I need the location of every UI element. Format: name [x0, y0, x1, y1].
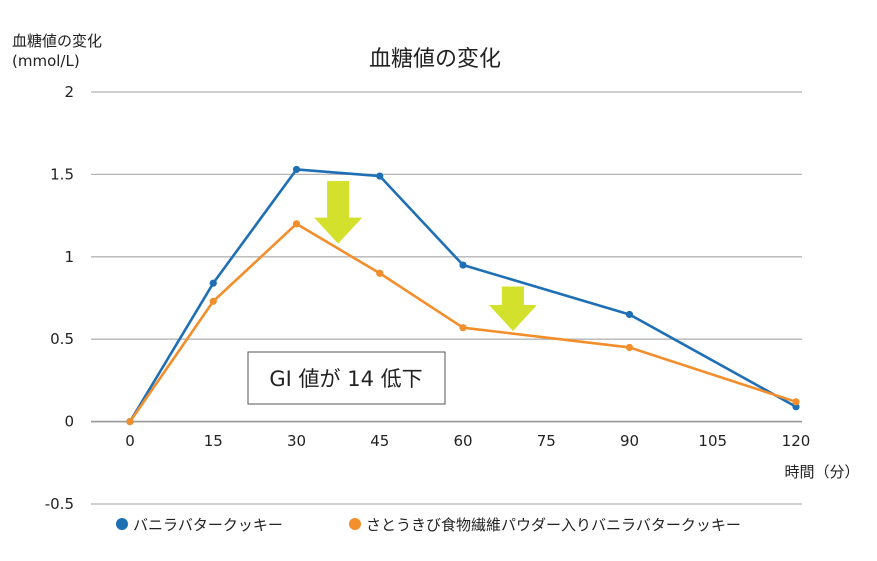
x-tick-labels: 0 15 30 45 60 75 90 105 120: [125, 432, 810, 450]
legend-label: バニラバタークッキー: [133, 516, 283, 534]
x-tick-label: 105: [698, 432, 727, 450]
legend-label: さとうきび食物繊維パウダー入りバニラバタークッキー: [366, 516, 741, 534]
x-tick-label: 75: [537, 432, 556, 450]
x-tick-label: 15: [204, 432, 223, 450]
y-tick-label: 1: [64, 248, 74, 266]
data-series: [126, 165, 800, 426]
legend-marker: [349, 518, 361, 530]
data-point: [792, 403, 800, 411]
decrease-arrow: [314, 180, 363, 244]
data-point: [625, 310, 634, 319]
legend-marker: [116, 518, 128, 530]
x-tick-label: 60: [453, 432, 472, 450]
legend: バニラバタークッキー さとうきび食物繊維パウダー入りバニラバタークッキー: [116, 516, 741, 534]
x-tick-label: 0: [125, 432, 135, 450]
annotation-box: GI 値が 14 低下: [247, 351, 446, 405]
y-tick-label: 2: [64, 83, 74, 101]
data-point: [459, 261, 467, 269]
chart-title: 血糖値の変化: [369, 47, 501, 72]
decrease-arrow: [488, 286, 537, 331]
x-tick-label: 45: [370, 432, 389, 450]
y-axis-label-line2: (mmol/L): [12, 52, 80, 70]
data-point: [376, 269, 384, 277]
decrease-arrows: [314, 180, 537, 331]
x-tick-label: 30: [287, 432, 306, 450]
data-point: [292, 165, 301, 174]
data-point: [792, 398, 800, 406]
y-tick-label: 0: [64, 413, 74, 431]
data-point: [459, 324, 467, 332]
data-point: [126, 418, 134, 426]
data-point: [209, 279, 217, 287]
gridlines: [91, 91, 802, 505]
data-point: [209, 297, 217, 305]
data-point: [376, 172, 384, 180]
y-axis-label-line1: 血糖値の変化: [12, 32, 102, 50]
x-tick-label: 90: [620, 432, 639, 450]
data-point: [292, 220, 301, 228]
y-tick-labels: 2 1.5 1 0.5 0 -0.5: [45, 83, 74, 513]
series-line-1: [128, 168, 797, 423]
data-point: [625, 343, 634, 352]
y-tick-label: -0.5: [45, 495, 74, 513]
x-tick-label: 120: [782, 432, 811, 450]
y-tick-label: 0.5: [50, 330, 74, 348]
annotation-text: GI 値が 14 低下: [269, 367, 422, 391]
series-line-2: [128, 222, 797, 423]
y-tick-label: 1.5: [50, 165, 74, 183]
x-axis-label: 時間（分）: [784, 463, 859, 481]
